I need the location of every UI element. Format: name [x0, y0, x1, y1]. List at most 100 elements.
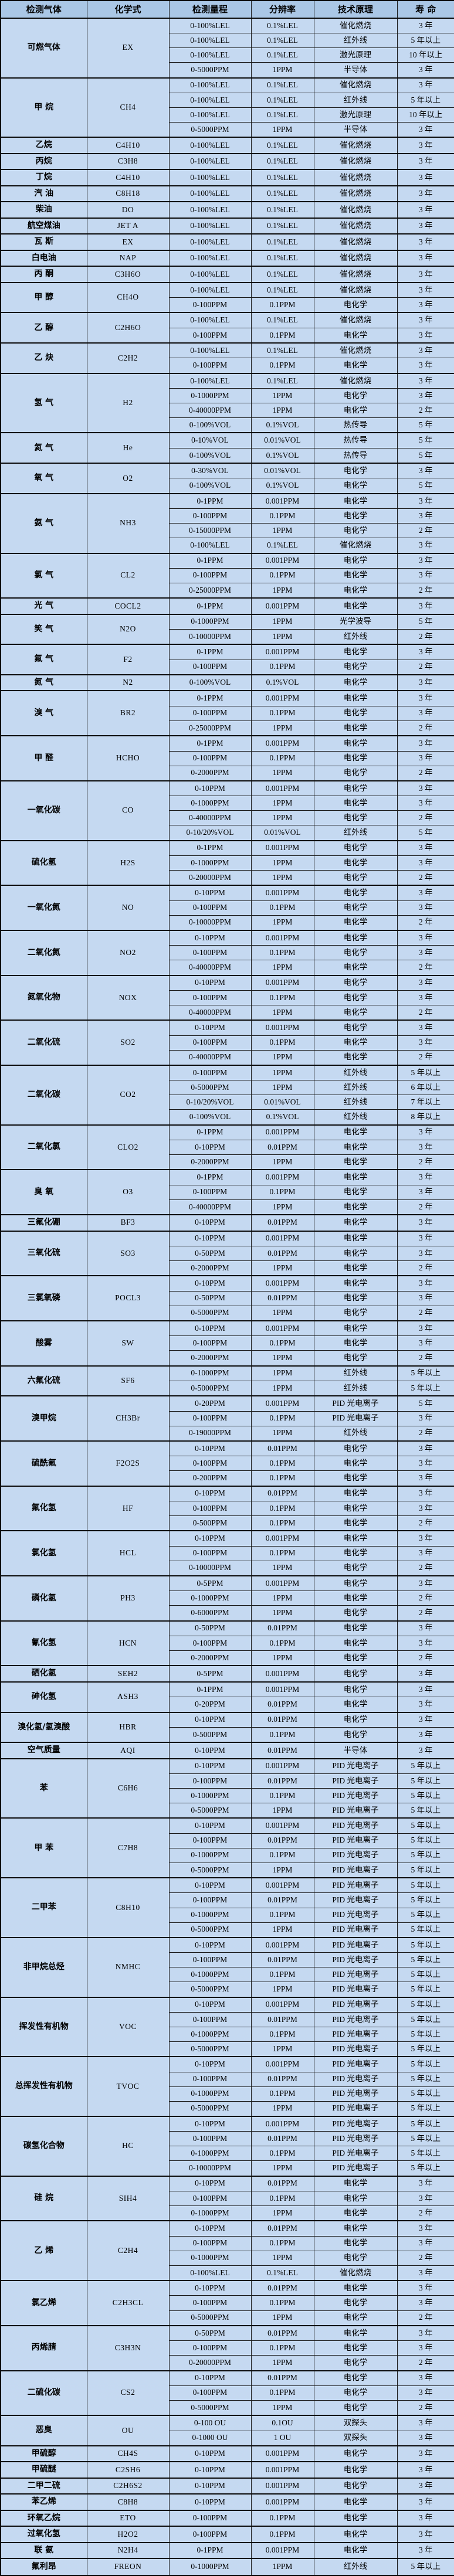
- gas-name-cell: 三氯氧磷: [0, 1275, 87, 1321]
- lifespan-cell: 3 年: [397, 750, 454, 766]
- lifespan-cell: 2 年: [397, 1199, 454, 1215]
- resolution-cell: 1PPM: [250, 1260, 314, 1276]
- range-cell: 0-100PPM: [168, 900, 252, 916]
- table-row: 挥发性有机物 VOC 0-10PPM 0.001PPM PID 光电离子 5 年以上: [0, 1996, 454, 2057]
- resolution-cell: 0.01PPM: [250, 2071, 314, 2087]
- resolution-cell: 1 OU: [250, 2430, 314, 2446]
- formula-cell: SW: [86, 1320, 170, 1367]
- gas-name-cell: 一氧化氮: [0, 885, 87, 931]
- resolution-cell: 0.1PPM: [250, 750, 314, 766]
- table-row: 二氧化硫 SO2 0-10PPM 0.001PPM 电化学 3 年: [0, 1019, 454, 1066]
- range-cell: 0-1PPM: [168, 552, 252, 569]
- range-cell: 0-10PPM: [168, 2175, 252, 2192]
- range-cell: 0-10PPM: [168, 1711, 252, 1728]
- range-cell: 0-1PPM: [168, 840, 252, 856]
- resolution-cell: 0.1%LEL: [250, 185, 314, 202]
- lifespan-cell: 3 年: [397, 1035, 454, 1051]
- table-row: 甲硫醚 C2SH6 0-10PPM 0.001PPM 电化学 3 年: [0, 2461, 454, 2479]
- resolution-cell: 0.001PPM: [250, 1996, 314, 2013]
- resolution-cell: 0.001PPM: [250, 1877, 314, 1894]
- table-row: 0-100PPM 0.1PPM 电化学 3 年: [1, 327, 454, 344]
- table-row: 0-2000PPM 1PPM 电化学 2 年: [1, 765, 454, 781]
- range-cell: 0-100PPM: [168, 1411, 252, 1426]
- resolution-cell: 0.1PPM: [250, 1515, 314, 1531]
- table-row: 航空煤油 JET A 0-100%LEL 0.1%LEL 催化燃烧 3 年: [0, 217, 454, 235]
- lifespan-cell: 3 年: [397, 2265, 454, 2281]
- resolution-cell: 0.1PPM: [250, 1727, 314, 1743]
- principle-cell: PID 光电离子: [313, 1788, 398, 1804]
- principle-cell: 电化学: [313, 2526, 398, 2543]
- resolution-cell: 0.01PPM: [250, 1711, 314, 1728]
- principle-cell: 电化学: [313, 1184, 398, 1200]
- gas-name-cell: 甲 醇: [0, 281, 87, 313]
- resolution-cell: 0.1%LEL: [250, 217, 314, 235]
- principle-cell: PID 光电离子: [313, 1803, 398, 1819]
- principle-cell: PID 光电离子: [313, 1862, 398, 1878]
- resolution-cell: 0.01PPM: [250, 2220, 314, 2237]
- lifespan-cell: 3 年: [397, 2430, 454, 2446]
- principle-cell: 电化学: [313, 2280, 398, 2296]
- lifespan-cell: 3 年: [397, 796, 454, 811]
- formula-cell: JET A: [86, 217, 170, 235]
- table-row: 0-100PPM 0.1PPM 电化学 3 年: [1, 945, 454, 961]
- principle-cell: 电化学: [313, 2445, 398, 2462]
- table-row: 0-100PPM 0.1PPM 电化学 3 年: [1, 750, 454, 766]
- range-cell: 0-10PPM: [168, 1936, 252, 1953]
- range-cell: 0-10PPM: [168, 2280, 252, 2296]
- lifespan-cell: 10 年以上: [397, 107, 454, 123]
- lifespan-cell: 3 年: [397, 990, 454, 1006]
- resolution-cell: 0.001PPM: [250, 1169, 314, 1185]
- lifespan-cell: 7 年以上: [397, 1095, 454, 1110]
- gas-name-cell: 二硫化碳: [0, 2370, 87, 2416]
- lifespan-cell: 3 年: [397, 1456, 454, 1471]
- table-row: 0-100PPM 0.1PPM 电化学 3 年: [1, 1035, 454, 1051]
- formula-cell: HCN: [86, 1620, 170, 1666]
- range-cell: 0-10PPM: [168, 1485, 252, 1502]
- resolution-cell: 0.01PPM: [250, 1485, 314, 1502]
- resolution-cell: 1PPM: [250, 2400, 314, 2416]
- table-row: 0-6000PPM 1PPM 电化学 2 年: [1, 1605, 454, 1622]
- table-row: 0-100PPM 0.1PPM 电化学 3 年: [1, 2235, 454, 2251]
- table-row: 丙 酮 C3H6O 0-100%LEL 0.1%LEL 催化燃烧 3 年: [0, 266, 454, 283]
- principle-cell: 电化学: [313, 929, 398, 946]
- gas-name-cell: 氯 气: [0, 552, 87, 599]
- principle-cell: PID 光电离子: [313, 1982, 398, 1998]
- range-cell: 0-100%LEL: [168, 137, 252, 154]
- gas-name-cell: 甲 烷: [0, 77, 87, 138]
- header-range: 检测量程: [168, 0, 252, 19]
- lifespan-cell: 3 年: [397, 1230, 454, 1246]
- principle-cell: PID 光电离子: [313, 1847, 398, 1863]
- lifespan-cell: 3 年: [397, 644, 454, 660]
- resolution-cell: 1PPM: [250, 915, 314, 931]
- lifespan-cell: 3 年: [397, 137, 454, 154]
- gas-name-cell: 酸雾: [0, 1320, 87, 1367]
- table-row: 0-1000PPM 0.1PPM PID 光电离子 5 年以上: [1, 1907, 454, 1923]
- table-row: 氯化氢 HCL 0-10PPM 0.001PPM 电化学 3 年: [0, 1530, 454, 1576]
- resolution-cell: 0.1PPM: [250, 2526, 314, 2543]
- table-row: 溴 气 BR2 0-1PPM 0.001PPM 电化学 3 年: [0, 690, 454, 736]
- table-row: 苯乙烯 C8H8 0-10PPM 0.001PPM 电化学 3 年: [0, 2493, 454, 2511]
- table-row: 0-1000PPM 0.1PPM PID 光电离子 5 年以上: [1, 2026, 454, 2042]
- principle-cell: 催化燃烧: [313, 185, 398, 202]
- formula-cell: POCL3: [86, 1275, 170, 1321]
- table-row: 0-100PPM 0.1PPM 电化学 3 年: [1, 1501, 454, 1517]
- table-row: 0-100%VOL 0.1%VOL 热传导 5 年: [1, 447, 454, 464]
- principle-cell: 双探头: [313, 2415, 398, 2431]
- resolution-cell: 0.1%LEL: [250, 93, 314, 108]
- resolution-cell: 1PPM: [250, 2558, 314, 2576]
- lifespan-cell: 3 年: [397, 1620, 454, 1637]
- table-row: 0-100%VOL 0.1%VOL 红外线 8 年以上: [1, 1109, 454, 1126]
- table-row: 0-100PPM 0.1PPM 电化学 3 年: [1, 2385, 454, 2401]
- gas-name-cell: 甲硫醇: [0, 2445, 87, 2462]
- resolution-cell: 0.01PPM: [250, 1140, 314, 1156]
- range-cell: 0-1PPM: [168, 1169, 252, 1185]
- principle-cell: 电化学: [313, 2295, 398, 2311]
- lifespan-cell: 3 年: [397, 974, 454, 991]
- resolution-cell: 1PPM: [250, 582, 314, 599]
- table-row: 0-100%LEL 0.1%LEL 激光原理 10 年以上: [1, 47, 454, 63]
- resolution-cell: 0.1PPM: [250, 2026, 314, 2042]
- lifespan-cell: 3 年: [397, 1245, 454, 1261]
- range-cell: 0-10PPM: [168, 1530, 252, 1547]
- range-cell: 0-30%VOL: [168, 463, 252, 479]
- gas-name-cell: 硫化氢: [0, 840, 87, 886]
